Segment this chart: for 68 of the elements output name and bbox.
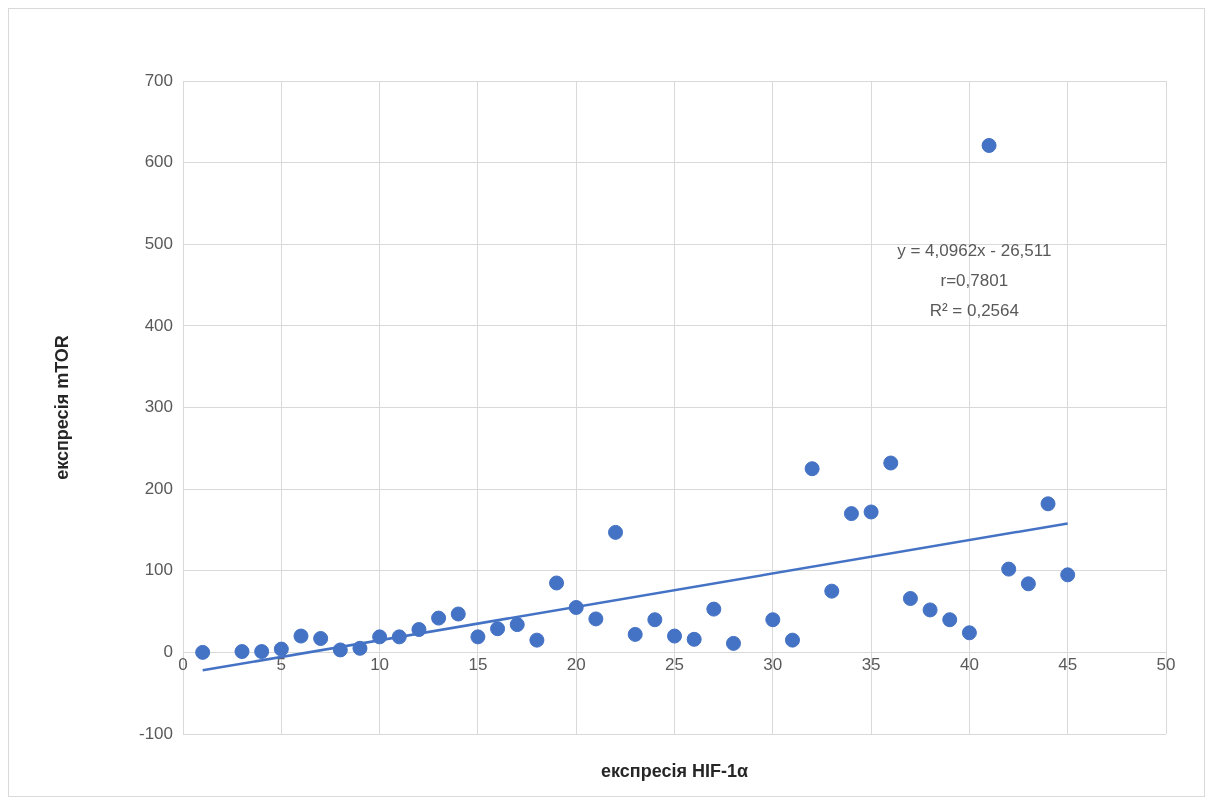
x-tick-label: 15 (468, 655, 488, 675)
x-tick-label: 0 (178, 655, 188, 675)
point (706, 601, 722, 617)
point (195, 644, 211, 660)
point (490, 621, 506, 637)
point (883, 455, 899, 471)
x-axis-title: експресія HIF-1α (601, 760, 749, 781)
point (588, 611, 604, 627)
point (549, 575, 565, 591)
y-tick-label: 600 (144, 152, 174, 172)
x-tick-label: 50 (1156, 655, 1176, 675)
y-tick-label: 300 (144, 397, 174, 417)
point (981, 137, 997, 153)
y-tick-label: 500 (144, 233, 174, 253)
x-tick-label: 25 (665, 655, 684, 675)
point (509, 617, 525, 633)
point (529, 632, 545, 648)
point (1060, 567, 1076, 583)
point (254, 644, 270, 660)
y-axis-title: експресія mTOR (51, 335, 72, 480)
point (647, 612, 663, 628)
point (352, 640, 368, 656)
x-tick-label: 45 (1058, 655, 1078, 675)
point (942, 612, 958, 628)
point (391, 629, 407, 645)
point (431, 610, 447, 626)
point (784, 632, 800, 648)
annotation: y = 4,0962x - 26,511 (897, 240, 1052, 260)
x-tick-label: 20 (566, 655, 586, 675)
point (608, 524, 624, 540)
annotation: R² = 0,2564 (929, 300, 1019, 320)
point (1040, 496, 1056, 512)
y-tick-label: -100 (138, 723, 174, 743)
point (470, 629, 486, 645)
point (765, 612, 781, 628)
point (234, 644, 250, 660)
point (627, 626, 643, 642)
point (568, 599, 584, 615)
point (804, 461, 820, 477)
point (332, 642, 348, 658)
point (843, 506, 859, 522)
y-tick-label: 400 (144, 315, 174, 335)
point (372, 629, 388, 645)
point (725, 635, 741, 651)
y-tick-label: 700 (144, 70, 174, 90)
point (922, 602, 938, 618)
point (902, 591, 918, 606)
point (824, 583, 840, 599)
x-tick-label: 40 (959, 655, 979, 675)
x-tick-label: 5 (276, 655, 287, 675)
point (667, 628, 683, 644)
point (293, 628, 309, 644)
point (961, 625, 977, 641)
point (1001, 561, 1017, 577)
point (411, 622, 427, 638)
x-tick-label: 30 (763, 655, 783, 675)
point (313, 631, 329, 646)
x-tick-label: 35 (861, 655, 881, 675)
x-tick-label: 10 (370, 655, 390, 675)
annotation: r=0,7801 (940, 270, 1009, 290)
point (450, 606, 466, 622)
y-tick-label: 100 (144, 560, 174, 580)
point (273, 641, 289, 657)
point (1020, 576, 1036, 592)
y-tick-label: 200 (144, 478, 174, 498)
point (686, 631, 702, 647)
point (863, 504, 879, 520)
y-tick-label: 0 (163, 642, 174, 662)
